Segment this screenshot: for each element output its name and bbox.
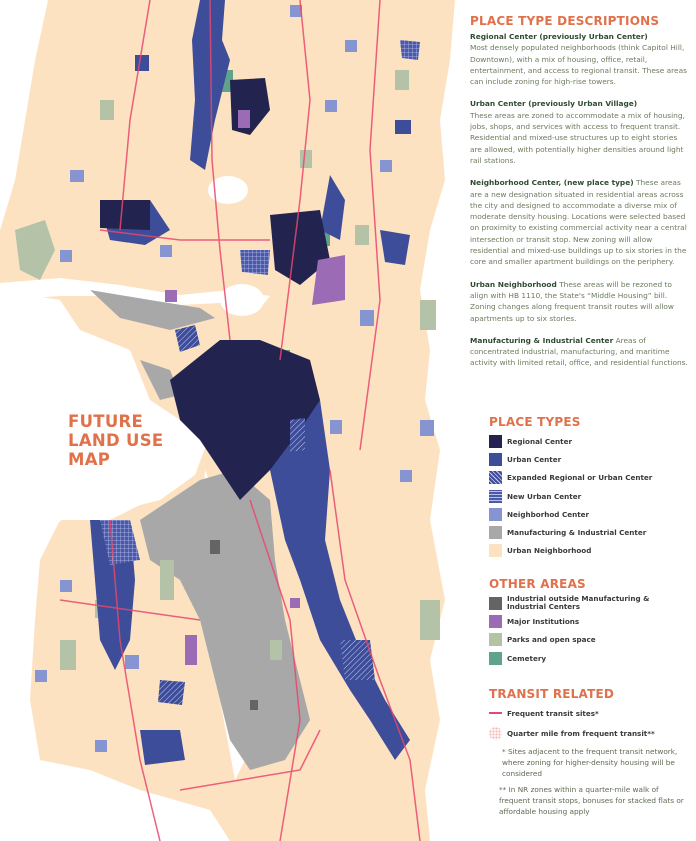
swatch-neighborhood-center [489, 507, 502, 521]
description-title: Urban Neighborhood [470, 279, 557, 289]
legend-item: Manufacturing & Industrial Center [489, 523, 694, 541]
swatch-regional-center [489, 434, 502, 448]
legend-place-types: PLACE TYPES Regional Center Urban Center… [489, 415, 694, 560]
legend-label: Neighborhod Center [507, 509, 590, 519]
swatch-manufacturing-industrial [489, 526, 502, 540]
legend-item: Urban Center [489, 450, 694, 468]
legend-label: Urban Center [507, 454, 562, 464]
descriptions-heading: PLACE TYPE DESCRIPTIONS [470, 14, 660, 28]
footnote-text: Sites adjacent to the frequent transit n… [502, 747, 678, 778]
other-areas-heading: OTHER AREAS [489, 577, 586, 591]
swatch-cemetery [489, 651, 502, 665]
future-land-use-map [0, 0, 455, 841]
description-manufacturing-industrial: Manufacturing & Industrial Center Areas … [470, 335, 690, 369]
legend-item: Industrial outside Manufacturing & Indus… [489, 594, 694, 612]
map-title: FUTURE LAND USE MAP [68, 412, 164, 469]
legend-other-areas: OTHER AREAS Industrial outside Manufactu… [489, 577, 694, 667]
legend-label: Cemetery [507, 653, 547, 663]
legend-item: Expanded Regional or Urban Center [489, 469, 694, 487]
footnote-text: In NR zones within a quarter-mile walk o… [499, 785, 684, 816]
footnote-1: * Sites adjacent to the frequent transit… [502, 746, 692, 779]
swatch-expanded-center [489, 471, 502, 485]
swatch-major-institutions [489, 614, 502, 628]
expanded-regional-or-urban-center [158, 325, 375, 705]
frequent-transit-lines [59, 0, 421, 841]
manufacturing-industrial-center [90, 290, 310, 770]
industrial-outside-mic [210, 540, 258, 710]
footnote-mark: ** [499, 785, 507, 794]
new-urban-center [100, 40, 420, 565]
legend-label: Major Institutions [507, 616, 580, 626]
description-neighborhood-center: Neighborhood Center, (new place type) Th… [470, 177, 690, 267]
legend-item: Neighborhod Center [489, 505, 694, 523]
legend-item: Quarter mile from frequent transit** [489, 722, 694, 744]
legend-item: New Urban Center [489, 487, 694, 505]
description-text: These areas will be rezoned to align wit… [470, 279, 674, 323]
legend-label: Regional Center [507, 436, 573, 446]
legend-label: Industrial outside Manufacturing & Indus… [507, 593, 650, 612]
swatch-urban-center [489, 452, 502, 466]
description-regional-center: Regional Center (previously Urban Center… [470, 31, 690, 87]
map-title-line: LAND USE [68, 431, 164, 450]
legend-label: Expanded Regional or Urban Center [507, 473, 653, 483]
legend-label: Quarter mile from frequent transit** [507, 728, 655, 738]
legend-transit: TRANSIT RELATED Frequent transit sites* … [489, 687, 694, 744]
legend-item: Cemetery [489, 649, 694, 667]
swatch-parks [489, 633, 502, 647]
place-type-descriptions: PLACE TYPE DESCRIPTIONS Regional Center … [470, 14, 690, 380]
description-text: These areas are a new designation situat… [470, 178, 687, 267]
transit-heading: TRANSIT RELATED [489, 687, 615, 701]
description-text: Most densely populated neighborhoods (th… [470, 43, 687, 87]
legend-item: Major Institutions [489, 612, 694, 630]
description-text: Areas of concentrated industrial, manufa… [470, 335, 688, 368]
map-title-line: FUTURE [68, 412, 144, 431]
legend-label: Frequent transit sites* [507, 708, 599, 718]
legend-item: Frequent transit sites* [489, 704, 694, 722]
map-title-line: MAP [68, 450, 111, 469]
description-urban-center: Urban Center (previously Urban Village) T… [470, 98, 690, 166]
legend-label: Parks and open space [507, 635, 596, 645]
water [0, 0, 270, 780]
legend-label: New Urban Center [507, 491, 582, 501]
swatch-new-urban-center [489, 489, 502, 503]
description-text: These areas are zoned to accommodate a m… [470, 110, 685, 165]
description-urban-neighborhood: Urban Neighborhood These areas will be r… [470, 279, 690, 324]
neighborhood-center [35, 5, 434, 752]
place-types-heading: PLACE TYPES [489, 415, 581, 429]
swatch-industrial-outside [489, 596, 502, 610]
description-title: Regional Center (previously Urban Center… [470, 32, 648, 41]
description-title: Manufacturing & Industrial Center [470, 335, 614, 345]
major-institutions [165, 110, 345, 665]
transit-line-icon [489, 712, 502, 715]
quarter-mile-dots-icon [489, 726, 502, 740]
footnote-mark: * [502, 747, 506, 756]
swatch-urban-neighborhood [489, 544, 502, 558]
legend-label: Manufacturing & Industrial Center [507, 528, 647, 538]
legend-item: Urban Neighborhood [489, 542, 694, 560]
description-title: Neighborhood Center, (new place type) [470, 178, 634, 188]
legend-item: Parks and open space [489, 631, 694, 649]
description-title: Urban Center (previously Urban Village) [470, 99, 638, 109]
footnote-2: ** In NR zones within a quarter-mile wal… [499, 784, 689, 817]
legend-item: Regional Center [489, 432, 694, 450]
legend-label: Urban Neighborhood [507, 546, 592, 556]
